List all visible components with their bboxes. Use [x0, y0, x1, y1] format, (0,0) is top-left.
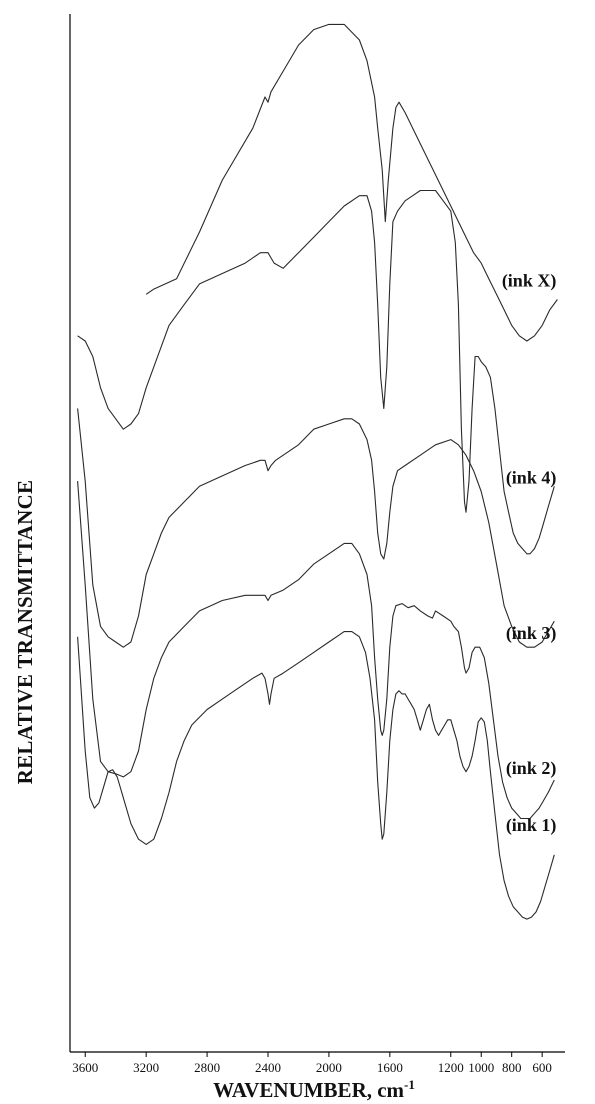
- spectrum-line-4: [77, 631, 555, 920]
- series-label-1: (ink 4): [506, 467, 557, 488]
- spectra-lines: [77, 23, 558, 920]
- x-tick-label: 3200: [133, 1060, 159, 1075]
- x-tick-label: 2800: [194, 1060, 220, 1075]
- series-label-4: (ink 1): [506, 815, 557, 836]
- x-tick-label: 2400: [255, 1060, 281, 1075]
- series-labels: (ink X) (ink 4) (ink 3) (ink 2) (ink 1): [502, 270, 557, 836]
- series-label-3: (ink 2): [506, 758, 557, 779]
- spectrum-line-3: [77, 481, 555, 820]
- x-tick-label: 3600: [72, 1060, 98, 1075]
- x-tick-label: 1000: [468, 1060, 494, 1075]
- x-axis-title: WAVENUMBER, cm-1: [213, 1077, 415, 1102]
- x-tick-label: 800: [502, 1060, 522, 1075]
- x-ticks: 3600 3200 2800 2400 2000 1600 1200 1000 800 600: [72, 1052, 552, 1075]
- spectrum-line-2: [77, 408, 555, 648]
- x-tick-label: 600: [532, 1060, 552, 1075]
- series-label-2: (ink 3): [506, 623, 557, 644]
- x-axis-title-text: WAVENUMBER, cm: [213, 1078, 404, 1102]
- series-label-0: (ink X): [502, 270, 557, 291]
- x-tick-label: 1600: [377, 1060, 403, 1075]
- x-tick-label: 1200: [438, 1060, 464, 1075]
- y-axis-title: RELATIVE TRANSMITTANCE: [13, 480, 37, 785]
- x-axis-title-superscript: -1: [404, 1077, 415, 1092]
- axes: [69, 14, 565, 1053]
- spectrum-line-0: [145, 23, 558, 342]
- spectrum-line-1: [77, 189, 555, 555]
- x-tick-label: 2000: [316, 1060, 342, 1075]
